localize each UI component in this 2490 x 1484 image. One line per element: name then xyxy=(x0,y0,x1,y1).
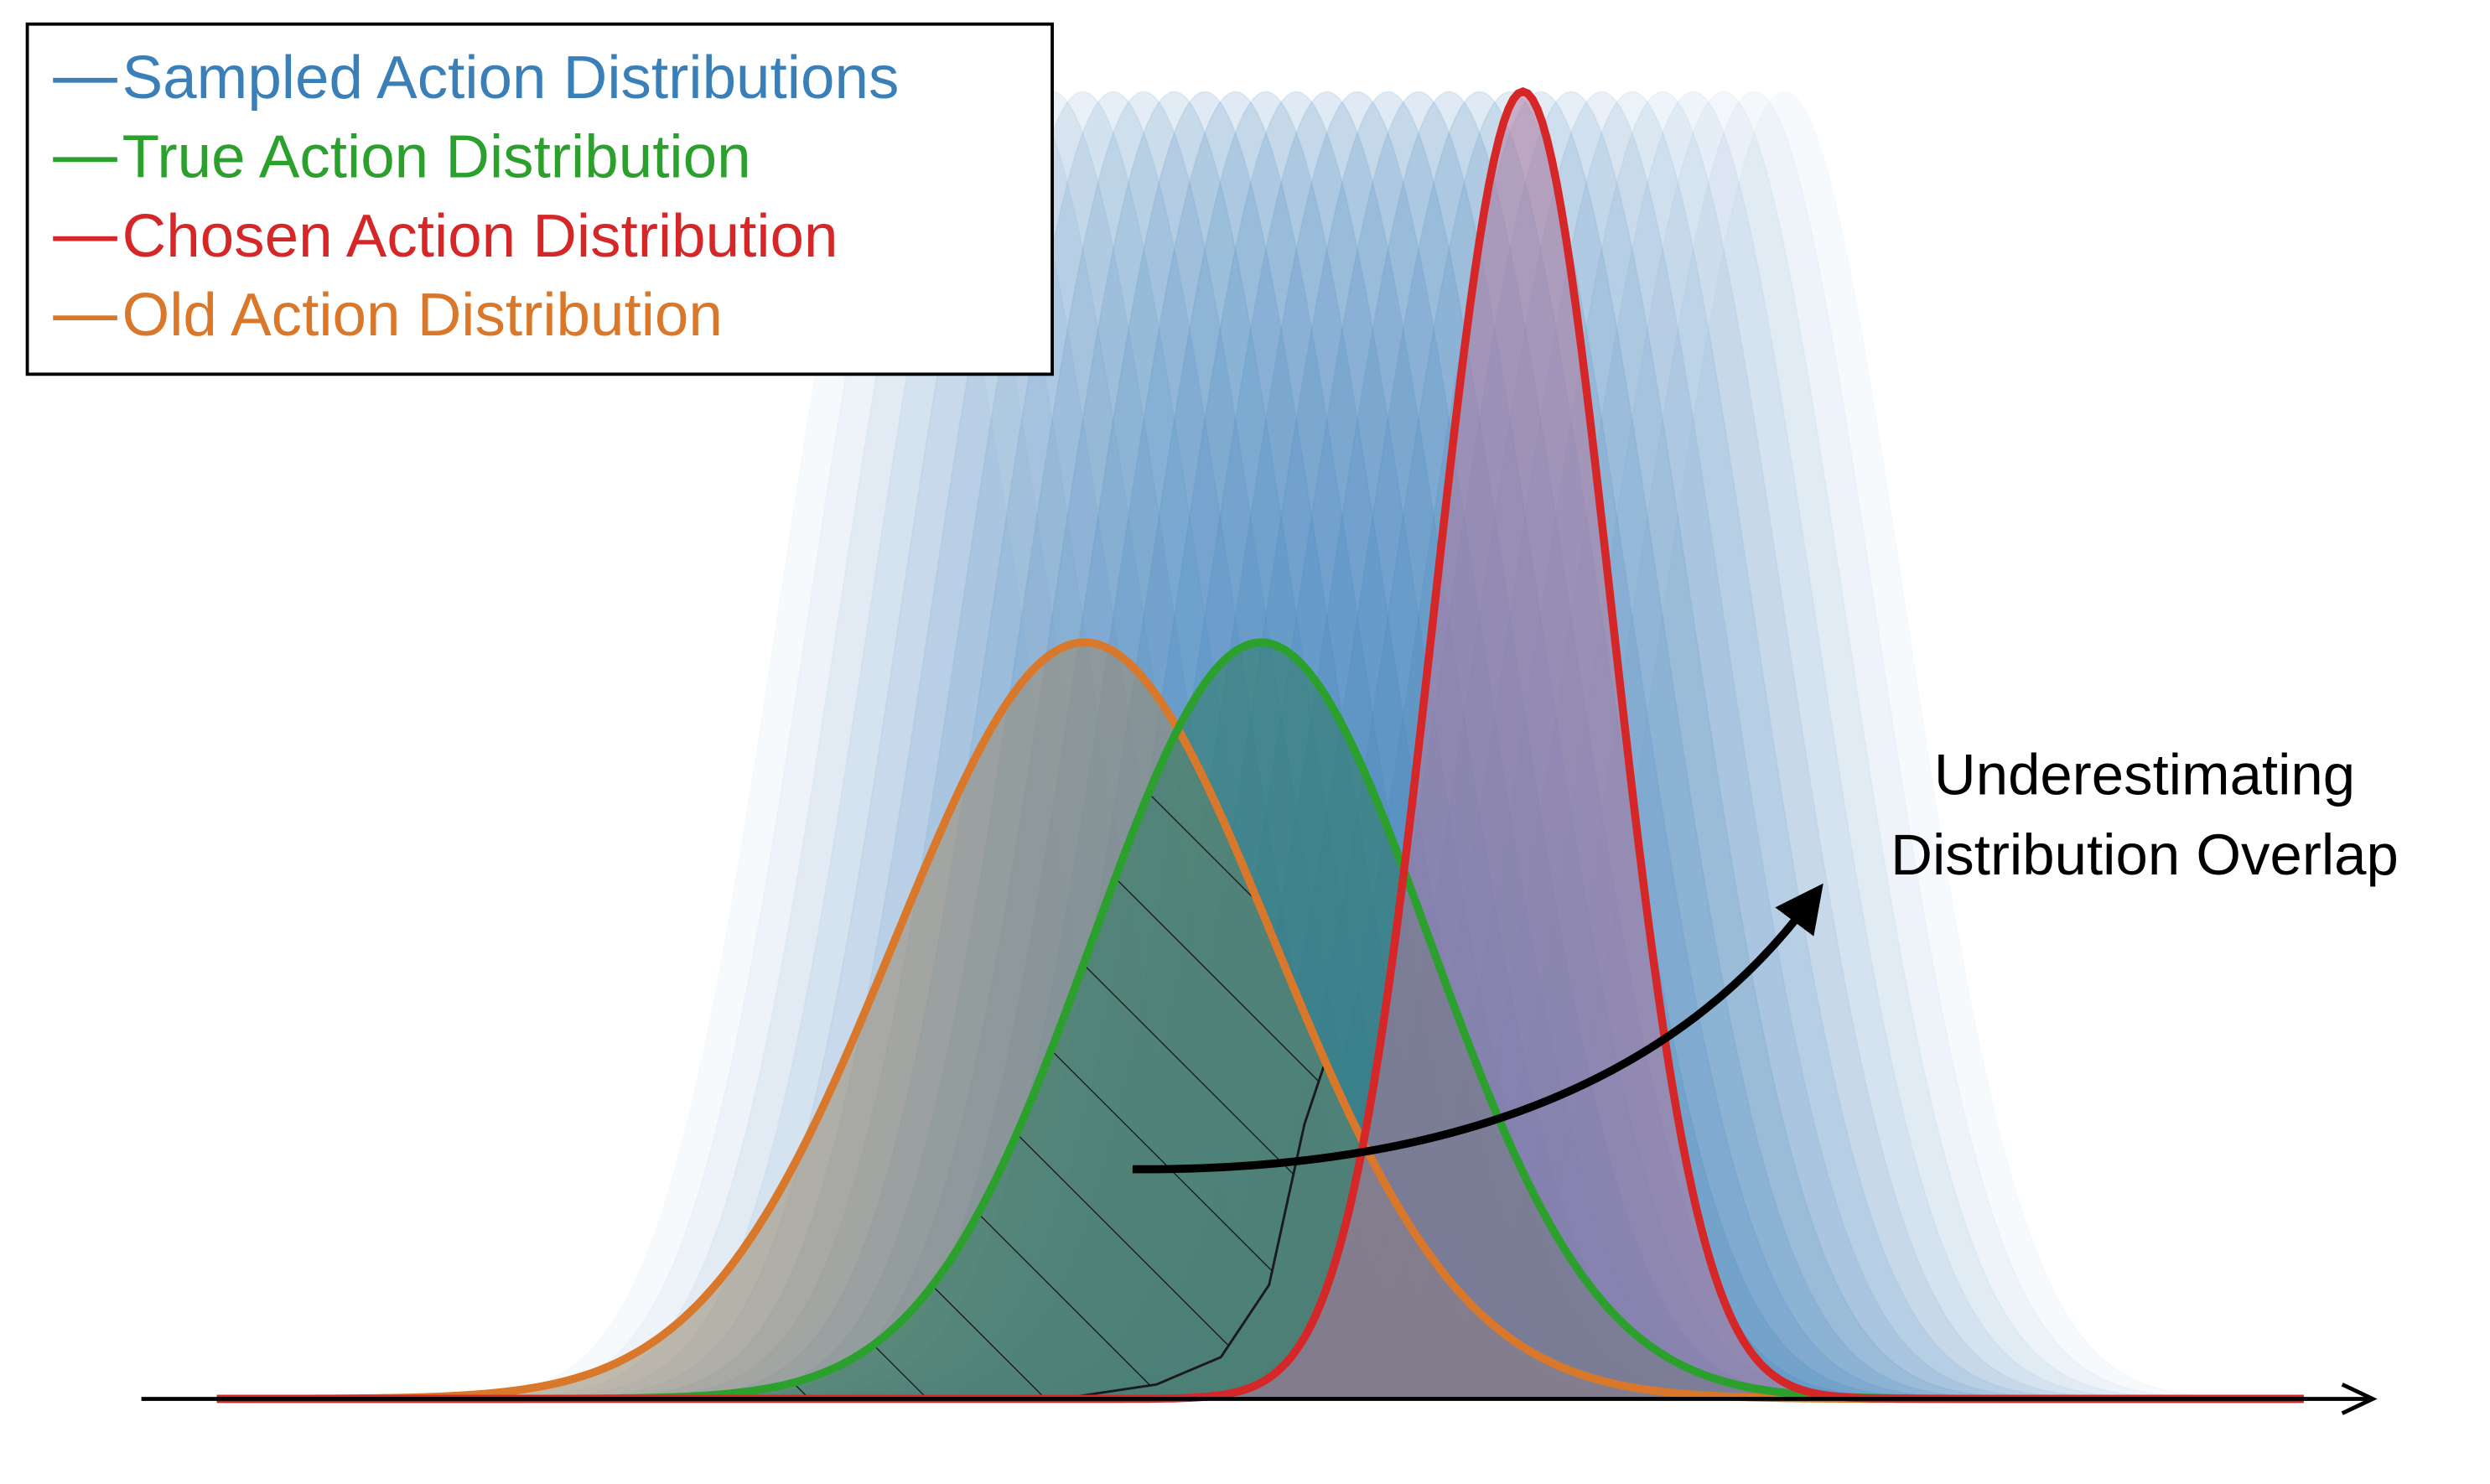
curves xyxy=(216,87,2306,1404)
annotation-text: Underestimating xyxy=(1934,742,2355,807)
legend: Sampled Action Distributions True Action … xyxy=(53,44,899,349)
sampled-distribution xyxy=(216,91,2306,1399)
legend-box xyxy=(25,22,1054,376)
axis-arrow xyxy=(2341,1383,2378,1415)
legend-label: True Action Distribution xyxy=(122,122,751,190)
legend-label: Chosen Action Distribution xyxy=(122,202,838,270)
annotation-arrow xyxy=(1132,883,1823,1174)
sampled-distribution xyxy=(216,91,2306,1399)
sampled-distribution xyxy=(216,91,2306,1399)
sampled-distribution xyxy=(216,91,2306,1399)
sampled-distribution xyxy=(216,91,2306,1399)
legend-label: Sampled Action Distributions xyxy=(122,44,900,112)
annotation-text: Distribution Overlap xyxy=(1891,822,2399,887)
legend-label: Old Action Distribution xyxy=(122,281,723,349)
